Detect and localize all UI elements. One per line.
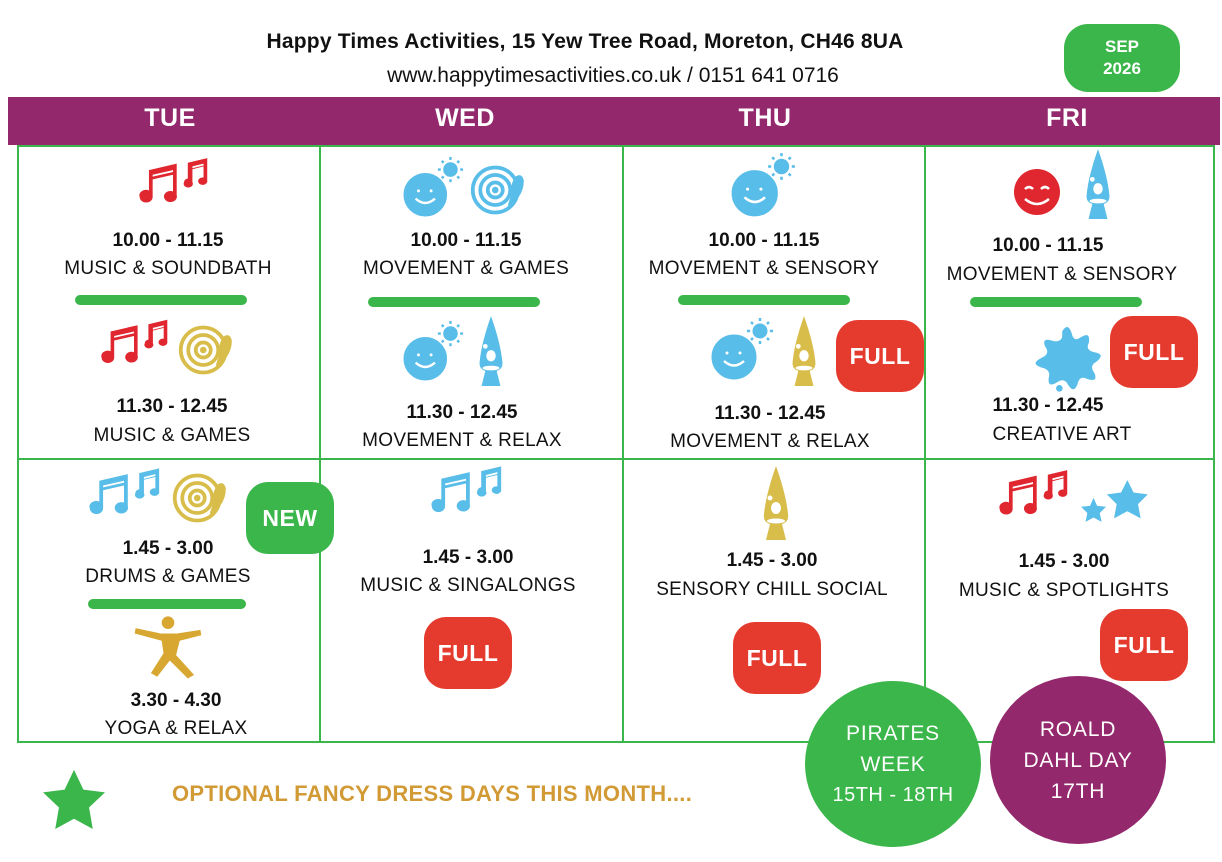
session-activity: MOVEMENT & SENSORY [946, 264, 1178, 285]
session-time: 10.00 - 11.15 [708, 230, 820, 251]
session-time: 1.45 - 3.00 [122, 538, 214, 559]
session-activity: YOGA & RELAX [104, 718, 248, 739]
target-icon [170, 468, 232, 528]
row-divider [17, 458, 1215, 460]
full-badge: FULL [1100, 609, 1188, 681]
lava-lamp-icon [1081, 146, 1115, 224]
session-activity: MUSIC & SINGALONGS [360, 575, 576, 596]
session-divider [678, 295, 850, 305]
session-time: 11.30 - 12.45 [714, 403, 826, 424]
session-activity: MOVEMENT & RELAX [362, 430, 562, 451]
session-time: 1.45 - 3.00 [726, 550, 818, 571]
session-divider [368, 297, 540, 307]
paint-splat-icon [1028, 320, 1104, 394]
target-icon [468, 160, 530, 220]
session-activity: MOVEMENT & GAMES [362, 258, 570, 279]
session-activity: MOVEMENT & SENSORY [648, 258, 880, 279]
full-badge: FULL [733, 622, 821, 694]
session-time: 1.45 - 3.00 [1018, 551, 1110, 572]
full-badge: FULL [836, 320, 924, 392]
session-activity: MOVEMENT & RELAX [670, 431, 870, 452]
session-time: 10.00 - 11.15 [992, 235, 1104, 256]
lava-lamp-icon [474, 314, 508, 390]
month-label: SEP [1104, 37, 1140, 56]
pirates-line-2: WEEK [860, 752, 926, 776]
session-time: 3.30 - 4.30 [130, 690, 222, 711]
session-activity: DRUMS & GAMES [85, 566, 251, 587]
star-icon [40, 768, 108, 830]
column-divider [319, 145, 321, 743]
session-divider [75, 295, 247, 305]
session-activity: MUSIC & GAMES [93, 425, 251, 446]
smiley-sun-icon [708, 316, 778, 382]
day-header-thu: THU [738, 104, 792, 132]
session-time: 10.00 - 11.15 [410, 230, 522, 251]
session-activity: SENSORY CHILL SOCIAL [656, 579, 888, 600]
stars-icon [1074, 478, 1154, 532]
new-badge: NEW [246, 482, 334, 554]
music-note-icon [136, 156, 210, 212]
session-activity: MUSIC & SPOTLIGHTS [958, 580, 1170, 601]
music-note-icon [86, 466, 162, 524]
session-activity: MUSIC & SOUNDBATH [64, 258, 272, 279]
music-note-icon [98, 318, 170, 372]
pirates-line-1: PIRATES [846, 721, 940, 745]
session-time: 11.30 - 12.45 [406, 402, 518, 423]
organisation-address: Happy Times Activities, 15 Yew Tree Road… [266, 30, 904, 53]
full-badge: FULL [424, 617, 512, 689]
full-badge: FULL [1110, 316, 1198, 388]
day-header-tue: TUE [144, 104, 196, 132]
session-divider [88, 599, 246, 609]
month-badge: SEP 2026 [1064, 24, 1180, 92]
yoga-icon [132, 614, 204, 680]
music-note-icon [428, 464, 504, 522]
smiley-sun-icon [728, 152, 800, 218]
day-header-fri: FRI [1046, 104, 1088, 132]
column-divider [924, 145, 926, 743]
roald-line-2: DAHL DAY [1023, 748, 1133, 772]
fancy-dress-note: OPTIONAL FANCY DRESS DAYS THIS MONTH.... [172, 781, 693, 806]
pirates-dates: 15TH - 18TH [832, 783, 954, 806]
roald-dahl-day-badge: ROALD DAHL DAY 17TH [990, 676, 1166, 844]
year-label: 2026 [1103, 59, 1141, 78]
day-header-band [8, 97, 1220, 145]
smiley-sun-icon [400, 156, 468, 218]
target-icon [176, 320, 238, 380]
website-and-phone: www.happytimesactivities.co.uk / 0151 64… [387, 64, 839, 87]
session-time: 10.00 - 11.15 [112, 230, 224, 251]
session-divider [970, 297, 1142, 307]
smiley-icon [1012, 167, 1062, 217]
day-header-wed: WED [435, 104, 495, 132]
smiley-sun-icon [400, 320, 468, 382]
session-activity: CREATIVE ART [992, 424, 1132, 445]
music-note-icon [996, 468, 1070, 524]
roald-line-1: ROALD [1039, 717, 1117, 741]
timetable-grid [17, 145, 1215, 743]
lava-lamp-icon [787, 312, 821, 392]
column-divider [622, 145, 624, 743]
pirates-week-badge: PIRATES WEEK 15TH - 18TH [805, 681, 981, 847]
session-time: 11.30 - 12.45 [116, 396, 228, 417]
lava-lamp-icon [758, 464, 794, 544]
roald-date: 17TH [1050, 779, 1106, 803]
session-time: 1.45 - 3.00 [422, 547, 514, 568]
session-time: 11.30 - 12.45 [992, 395, 1104, 416]
